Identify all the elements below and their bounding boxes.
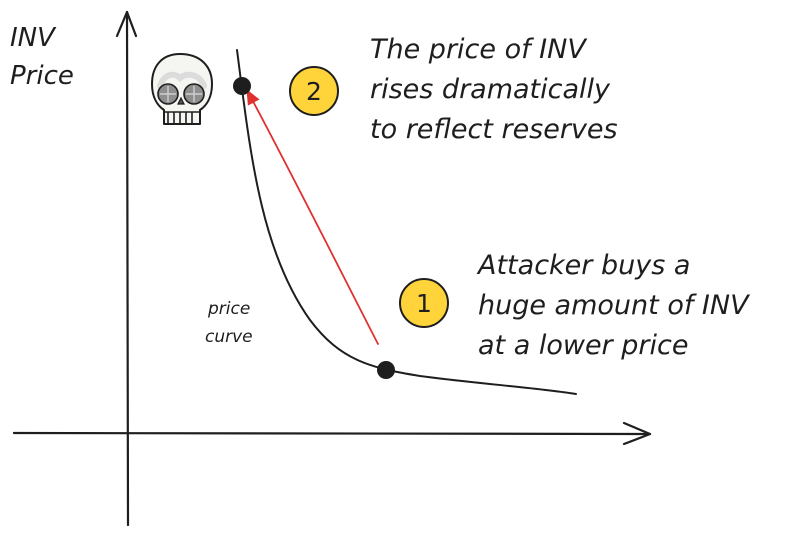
y-axis-label-line-1: INV — [10, 23, 57, 53]
step-2-note-line-2: rises dramatically — [370, 74, 611, 105]
x-axis-arrowhead — [622, 421, 652, 446]
y-axis-label-line-2: Price — [10, 61, 74, 91]
step-1-number: 1 — [416, 289, 432, 318]
y-axis — [125, 10, 130, 527]
step-2-badge: 2 — [289, 66, 339, 116]
skull-icon — [151, 53, 213, 125]
step-1-note-line-1: Attacker buys a — [476, 250, 690, 281]
step-1-note-line-2: huge amount of INV — [478, 290, 751, 321]
y-axis-arrowhead — [115, 10, 138, 38]
curve-label-line-1: price — [207, 299, 250, 319]
step-1-badge: 1 — [399, 278, 449, 328]
price-curve — [236, 49, 577, 395]
curve-label-line-2: curve — [205, 327, 253, 347]
high-price-point — [233, 77, 251, 95]
step-2-note-line-1: The price of INV — [370, 34, 588, 65]
step-2-number: 2 — [306, 77, 322, 106]
low-price-point — [377, 361, 395, 379]
step-1-note-line-3: at a lower price — [478, 330, 688, 361]
step-2-note-line-3: to reflect reserves — [370, 114, 618, 145]
price-jump-arrow — [248, 92, 379, 345]
x-axis — [12, 431, 652, 436]
